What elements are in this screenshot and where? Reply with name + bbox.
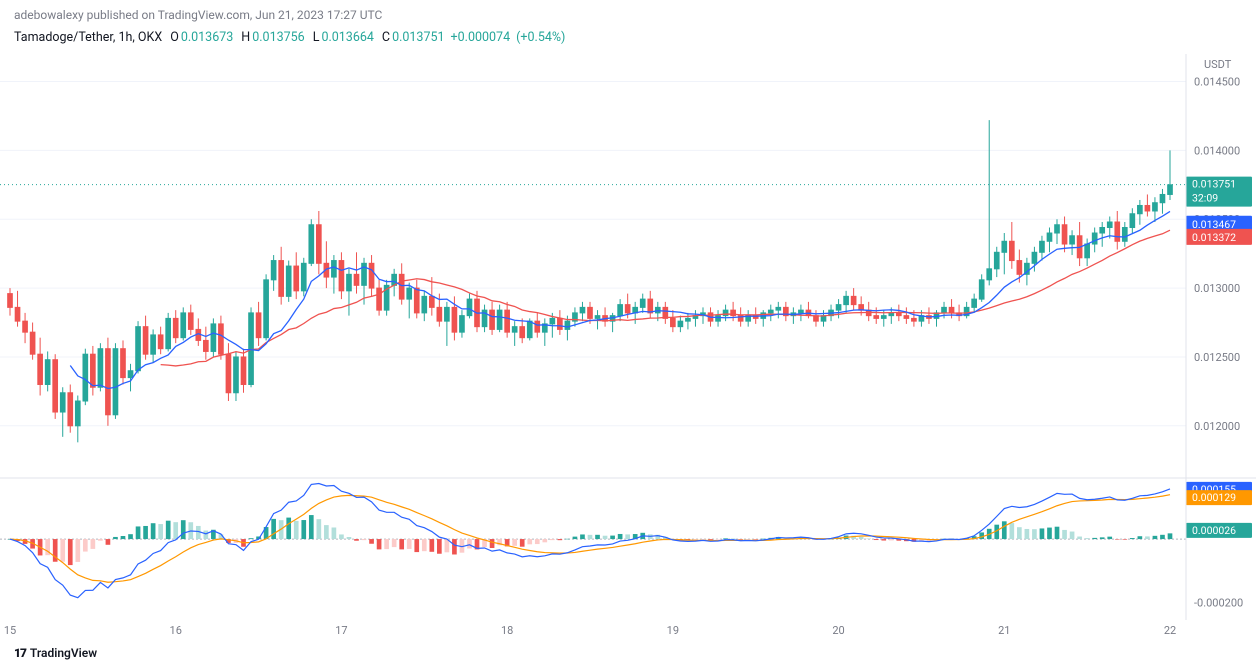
macd-y-tick: -0.000200 [1194,596,1243,609]
macd-main [10,484,1170,598]
y-tick: 0.012500 [1194,351,1240,364]
x-tick: 16 [170,624,182,637]
price-tag-current-value: 0.013751 [1192,178,1236,191]
y-tick: 0.014000 [1194,144,1240,157]
o-value: 0.013673 [181,30,233,45]
chart-area[interactable]: 0.0120000.0125000.0130000.0135000.014000… [0,54,1256,668]
x-tick: 20 [832,624,844,637]
y-tick: 0.014500 [1194,76,1240,89]
h-value: 0.013756 [252,30,304,45]
x-tick: 18 [501,624,513,637]
change-pct: (+0.54%) [516,30,565,45]
brand-text: TradingView [30,646,97,660]
tradingview-brand: 17 TradingView [14,646,97,660]
x-tick: 21 [998,624,1010,637]
x-tick: 15 [4,624,16,637]
pair-label: Tamadoge/Tether, 1h, OKX [14,30,162,45]
svg-text:0.013372: 0.013372 [1192,231,1236,244]
c-value: 0.013751 [392,30,444,45]
y-tick: 0.012000 [1194,420,1240,433]
chart-legend: Tamadoge/Tether, 1h, OKX O 0.013673 H 0.… [0,26,1256,49]
l-value: 0.013664 [321,30,373,45]
x-tick: 22 [1164,624,1176,637]
candles [8,120,1173,442]
y-tick: 0.013000 [1194,282,1240,295]
publish-header: adebowalexy published on TradingView.com… [0,0,1256,26]
o-label: O [170,30,179,45]
tradingview-icon: 17 [14,646,26,660]
publish-text: adebowalexy published on TradingView.com… [14,8,382,22]
x-tick: 19 [667,624,679,637]
l-label: L [313,30,320,45]
change-value: +0.000074 [451,30,511,45]
macd-histogram [8,515,1173,565]
x-tick: 17 [335,624,347,637]
svg-text:0.000026: 0.000026 [1192,524,1236,537]
svg-text:0.000129: 0.000129 [1192,491,1236,504]
currency-label: USDT [1204,58,1232,71]
svg-text:0.013467: 0.013467 [1192,218,1236,231]
price-tag-countdown: 32:09 [1192,192,1218,205]
h-label: H [241,30,250,45]
c-label: C [382,30,390,45]
